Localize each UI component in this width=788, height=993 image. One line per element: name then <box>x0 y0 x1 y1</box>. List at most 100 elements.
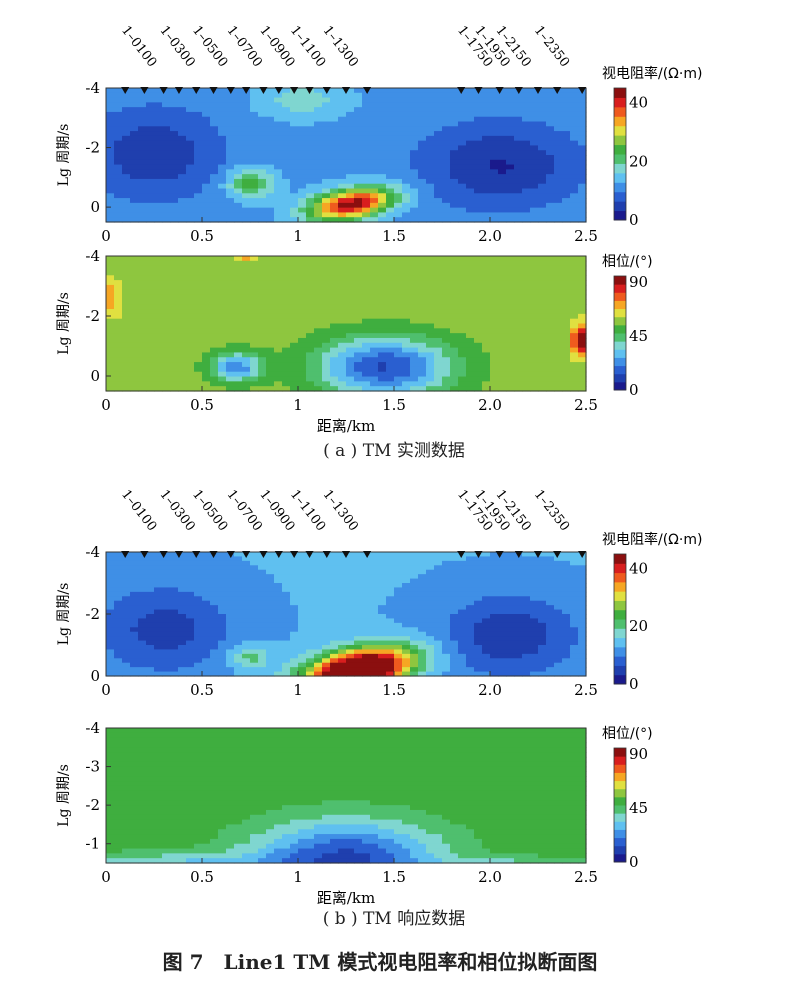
heatmap-cell <box>194 260 203 267</box>
heatmap-cell <box>170 207 179 214</box>
heatmap-cell <box>122 183 131 190</box>
heatmap-cell <box>450 337 459 344</box>
heatmap-cell <box>514 342 523 349</box>
heatmap-cell <box>386 560 395 566</box>
heatmap-cell <box>354 587 363 593</box>
heatmap-cell <box>442 342 451 349</box>
heatmap-cell <box>242 569 251 575</box>
heatmap-cell <box>306 309 315 315</box>
heatmap-cell <box>330 313 339 320</box>
heatmap-cell <box>114 270 123 276</box>
heatmap-cell <box>402 150 411 156</box>
heatmap-cell <box>426 560 435 566</box>
heatmap-cell <box>162 131 171 137</box>
heatmap-cell <box>450 145 459 151</box>
heatmap-cell <box>170 121 179 127</box>
heatmap-cell <box>442 265 451 272</box>
heatmap-cell <box>338 131 347 137</box>
heatmap-cell <box>218 318 227 325</box>
heatmap-cell <box>274 386 283 392</box>
colorbar-swatch <box>614 373 626 383</box>
heatmap-cell <box>490 107 499 113</box>
heatmap-cell <box>522 275 531 281</box>
heatmap-cell <box>298 371 307 378</box>
heatmap-cell <box>530 164 539 170</box>
heatmap-cell <box>234 183 243 190</box>
heatmap-cell <box>290 284 299 291</box>
heatmap-cell <box>242 299 251 305</box>
heatmap-cell <box>490 313 499 320</box>
heatmap-cell <box>154 386 163 392</box>
heatmap-cell <box>298 164 307 170</box>
heatmap-cell <box>346 313 355 320</box>
heatmap-cell <box>562 357 571 363</box>
heatmap-cell <box>242 609 251 615</box>
heatmap-cell <box>130 111 139 118</box>
heatmap-cell <box>522 591 531 597</box>
heatmap-cell <box>154 631 163 637</box>
heatmap-cell <box>290 342 299 349</box>
heatmap-cell <box>306 609 315 615</box>
heatmap-cell <box>298 631 307 637</box>
heatmap-cell <box>186 386 195 392</box>
heatmap-cell <box>394 366 403 373</box>
heatmap-cell <box>402 658 411 664</box>
heatmap-cell <box>322 256 331 262</box>
heatmap-cell <box>234 280 243 286</box>
heatmap-cell <box>442 304 451 310</box>
heatmap-cell <box>506 376 515 382</box>
heatmap-cell <box>338 609 347 615</box>
heatmap-cell <box>426 155 435 161</box>
heatmap-cell <box>490 614 499 620</box>
heatmap-cell <box>354 347 363 354</box>
heatmap-cell <box>154 653 163 659</box>
heatmap-cell <box>466 159 475 166</box>
heatmap-cell <box>378 614 387 620</box>
heatmap-cell <box>338 556 347 562</box>
heatmap-cell <box>450 304 459 310</box>
heatmap-cell <box>194 371 203 378</box>
heatmap-cell <box>314 217 323 223</box>
heatmap-cell <box>418 653 427 659</box>
heatmap-cell <box>562 135 571 142</box>
heatmap-cell <box>178 342 187 349</box>
heatmap-cell <box>458 591 467 597</box>
heatmap-cell <box>522 135 531 142</box>
heatmap-cell <box>114 164 123 170</box>
heatmap-cell <box>386 164 395 170</box>
heatmap-cell <box>458 280 467 286</box>
heatmap-cell <box>386 188 395 194</box>
heatmap-cell <box>250 609 259 615</box>
heatmap-cell <box>266 107 275 113</box>
heatmap-cell <box>266 275 275 281</box>
heatmap-cell <box>194 596 203 602</box>
heatmap-cell <box>354 294 363 300</box>
heatmap-cell <box>554 309 563 315</box>
heatmap-cell <box>114 591 123 597</box>
heatmap-cell <box>538 328 547 334</box>
heatmap-cell <box>418 198 427 204</box>
heatmap-cell <box>258 121 267 127</box>
heatmap-cell <box>146 284 155 291</box>
heatmap-cell <box>434 337 443 344</box>
heatmap-cell <box>554 280 563 286</box>
heatmap-cell <box>122 347 131 354</box>
heatmap-cell <box>170 202 179 209</box>
heatmap-cell <box>266 328 275 334</box>
heatmap-cell <box>298 88 307 94</box>
heatmap-cell <box>538 376 547 382</box>
heatmap-cell <box>210 107 219 113</box>
heatmap-cell <box>346 574 355 580</box>
heatmap-cell <box>434 193 443 199</box>
heatmap-cell <box>482 552 491 558</box>
heatmap-cell <box>154 671 163 677</box>
heatmap-cell <box>226 376 235 382</box>
heatmap-cell <box>282 174 291 180</box>
heatmap-cell <box>338 159 347 166</box>
heatmap-cell <box>314 260 323 267</box>
heatmap-cell <box>290 578 299 584</box>
heatmap-cell <box>346 366 355 373</box>
heatmap-cell <box>514 140 523 147</box>
heatmap-cell <box>274 294 283 300</box>
heatmap-cell <box>138 636 147 642</box>
